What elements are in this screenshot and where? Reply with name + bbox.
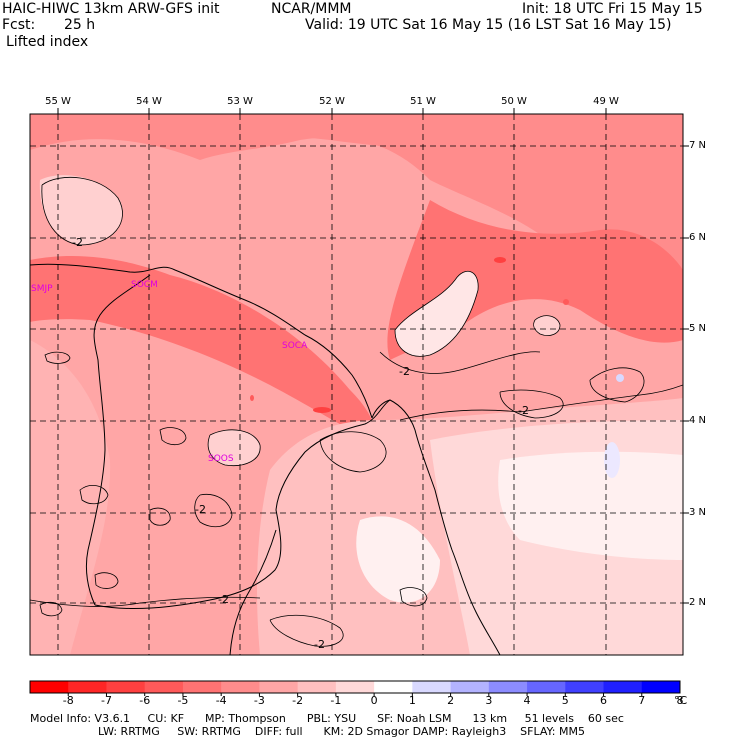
colorbar-label: -5: [177, 694, 189, 707]
colorbar-label: -3: [253, 694, 265, 707]
colorbar-label: -1: [330, 694, 342, 707]
contour-label: -2: [72, 236, 83, 249]
colorbar-swatch: [182, 681, 222, 693]
lifted-index-field: [30, 114, 683, 655]
colorbar-swatch: [374, 681, 413, 693]
colorbar-label: 4: [523, 694, 531, 707]
lon-label: 52 W: [319, 96, 345, 107]
contour-label: -2: [195, 503, 206, 516]
colorbar-label: 6: [600, 694, 608, 707]
colorbar-label: -2: [292, 694, 304, 707]
colorbar-swatch: [565, 681, 605, 693]
lat-lon-grid: [30, 114, 683, 655]
colorbar-label: 0: [370, 694, 378, 707]
forecast-label: Fcst:: [2, 17, 36, 33]
colorbar-label: 8: [676, 694, 684, 707]
lat-label: 2 N: [689, 597, 707, 608]
contour-label: -2: [218, 593, 229, 606]
colorbar-label: -7: [100, 694, 112, 707]
station-label: SOOS: [208, 454, 234, 464]
station-label: SOCM: [131, 280, 158, 290]
colorbar-swatch: [106, 681, 146, 693]
colorbar-swatch: [68, 681, 107, 693]
colorbar-swatch: [641, 681, 681, 693]
colorbar-unit: °C: [674, 694, 688, 707]
field-name: Lifted index: [6, 34, 89, 50]
colorbar-swatch: [30, 681, 69, 693]
lon-label: 53 W: [227, 96, 253, 107]
lat-label: 3 N: [689, 507, 707, 518]
colorbar-swatch: [259, 681, 299, 693]
colorbar-label: 1: [408, 694, 416, 707]
map-frame: [29, 113, 684, 656]
lon-label: 51 W: [410, 96, 436, 107]
colorbar-swatch: [450, 681, 490, 693]
station-label: SOCA: [282, 341, 308, 351]
colorbar-swatch: [221, 681, 260, 693]
colorbar-label: -6: [139, 694, 151, 707]
contour-label: -2: [314, 638, 325, 651]
lat-label: 4 N: [689, 415, 707, 426]
model-info-line2: LW: RRTMG SW: RRTMG DIFF: full KM: 2D Sm…: [98, 725, 585, 738]
init-time: Init: 18 UTC Fri 15 May 15: [522, 1, 703, 17]
lat-label: 7 N: [689, 140, 707, 151]
colorbar-label: 5: [561, 694, 569, 707]
colorbar-swatch: [412, 681, 452, 693]
lon-label: 50 W: [501, 96, 527, 107]
lat-label: 5 N: [689, 323, 707, 334]
lon-label: 49 W: [593, 96, 619, 107]
colorbar-label: 7: [638, 694, 646, 707]
axis-ticks: [57, 108, 689, 604]
valid-time: Valid: 19 UTC Sat 16 May 15 (16 LST Sat …: [305, 17, 672, 33]
colorbar-label: -8: [62, 694, 74, 707]
colorbar-swatch: [297, 681, 337, 693]
organization: NCAR/MMM: [271, 1, 352, 17]
lat-label: 6 N: [689, 232, 707, 243]
station-label: SMJP: [31, 284, 53, 294]
forecast-hour: 25 h: [64, 17, 96, 33]
colorbar-swatch: [603, 681, 643, 693]
contour-label: -2: [399, 365, 410, 378]
model-info-line1: Model Info: V3.6.1 CU: KF MP: Thompson P…: [30, 712, 624, 725]
colorbar-frame: [29, 680, 681, 694]
colorbar-swatch: [488, 681, 528, 693]
lon-label: 55 W: [45, 96, 71, 107]
colorbar-label: 3: [485, 694, 493, 707]
coastlines-borders: [30, 263, 501, 655]
colorbar: [29, 680, 681, 696]
colorbar-swatch: [335, 681, 375, 693]
colorbar-label: 2: [447, 694, 455, 707]
colorbar-label: -4: [215, 694, 227, 707]
lon-label: 54 W: [136, 96, 162, 107]
colorbar-swatch: [527, 681, 566, 693]
contour-lines: [30, 176, 683, 647]
colorbar-swatch: [144, 681, 184, 693]
map-title: HAIC-HIWC 13km ARW-GFS init: [2, 1, 220, 17]
contour-label: -2: [518, 404, 529, 417]
